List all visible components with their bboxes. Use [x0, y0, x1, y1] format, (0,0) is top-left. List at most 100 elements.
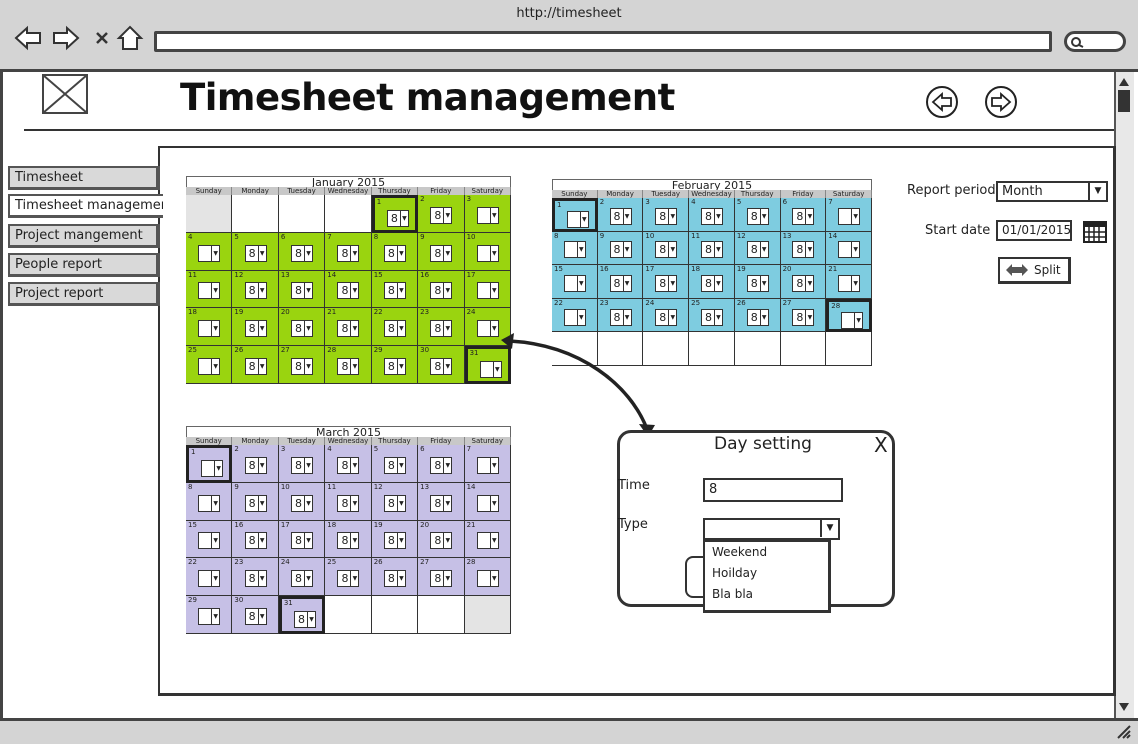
- calendar-day-cell[interactable]: 30 8 ▼: [418, 346, 465, 384]
- hours-dropdown[interactable]: ▼: [476, 456, 499, 474]
- hours-dropdown[interactable]: 8 ▼: [430, 570, 453, 588]
- hours-dropdown[interactable]: 8 ▼: [337, 320, 360, 338]
- type-option-bla-bla[interactable]: Bla bla: [712, 587, 754, 601]
- calendar-day-cell[interactable]: 24 8 ▼: [278, 558, 326, 597]
- hours-dropdown[interactable]: 8 ▼: [383, 532, 406, 550]
- hours-dropdown[interactable]: ▼: [201, 459, 224, 477]
- calendar-day-cell[interactable]: 6 8 ▼: [780, 198, 827, 232]
- sidebar-item-timesheet-management[interactable]: Timesheet management: [8, 194, 163, 218]
- hours-dropdown[interactable]: 8 ▼: [337, 570, 360, 588]
- hours-dropdown[interactable]: 8 ▼: [337, 456, 360, 474]
- hours-dropdown[interactable]: ▼: [841, 311, 864, 329]
- hours-dropdown[interactable]: 8 ▼: [655, 308, 678, 326]
- hours-dropdown[interactable]: 8 ▼: [291, 320, 314, 338]
- hours-dropdown[interactable]: 8 ▼: [291, 358, 314, 376]
- calendar-day-cell[interactable]: 10 8 ▼: [643, 231, 690, 266]
- calendar-day-cell[interactable]: 14 ▼: [826, 231, 872, 266]
- hours-dropdown[interactable]: 8 ▼: [244, 608, 267, 626]
- calendar-day-cell[interactable]: 21 ▼: [464, 520, 511, 559]
- calendar-day-cell[interactable]: 12 8 ▼: [371, 482, 419, 521]
- calendar-day-cell[interactable]: 5 8 ▼: [734, 198, 781, 232]
- hours-dropdown[interactable]: 8 ▼: [337, 494, 360, 512]
- calendar-day-cell[interactable]: 18 8 ▼: [689, 265, 735, 299]
- calendar-day-cell[interactable]: 17 ▼: [464, 270, 511, 309]
- hours-dropdown[interactable]: ▼: [476, 282, 499, 300]
- calendar-day-cell[interactable]: 6 8 ▼: [418, 445, 465, 483]
- hours-dropdown[interactable]: 8 ▼: [337, 244, 360, 262]
- calendar-day-cell[interactable]: 22 8 ▼: [371, 308, 419, 347]
- calendar-picker-icon[interactable]: [1083, 220, 1107, 244]
- hours-dropdown[interactable]: 8 ▼: [430, 320, 453, 338]
- hours-dropdown[interactable]: 8 ▼: [430, 358, 453, 376]
- calendar-day-cell[interactable]: 1 ▼: [186, 445, 233, 483]
- hours-dropdown[interactable]: ▼: [838, 207, 861, 225]
- hours-dropdown[interactable]: 8 ▼: [337, 358, 360, 376]
- calendar-day-cell[interactable]: 26 8 ▼: [734, 298, 781, 333]
- hours-dropdown[interactable]: 8 ▼: [655, 274, 678, 292]
- calendar-day-cell[interactable]: 11 8 ▼: [689, 231, 735, 266]
- hours-dropdown[interactable]: ▼: [476, 320, 499, 338]
- calendar-day-cell[interactable]: 23 8 ▼: [232, 558, 279, 597]
- hours-dropdown[interactable]: ▼: [838, 241, 861, 259]
- hours-dropdown[interactable]: ▼: [198, 320, 221, 338]
- calendar-day-cell[interactable]: 3 ▼: [464, 195, 511, 233]
- scroll-down-arrow-icon[interactable]: [1118, 702, 1130, 712]
- hours-dropdown[interactable]: 8 ▼: [383, 358, 406, 376]
- hours-dropdown[interactable]: ▼: [479, 361, 502, 379]
- sidebar-item-timesheet[interactable]: Timesheet: [8, 166, 160, 190]
- calendar-day-cell[interactable]: 5 8 ▼: [371, 445, 419, 483]
- calendar-day-cell[interactable]: 20 8 ▼: [418, 520, 465, 559]
- calendar-day-cell[interactable]: 23 8 ▼: [597, 298, 644, 333]
- calendar-day-cell[interactable]: 22 ▼: [186, 558, 233, 597]
- hours-dropdown[interactable]: 8 ▼: [244, 358, 267, 376]
- hours-dropdown[interactable]: 8 ▼: [609, 308, 632, 326]
- calendar-day-cell[interactable]: 8 8 ▼: [371, 232, 419, 271]
- forward-arrow-icon[interactable]: [52, 24, 80, 52]
- vertical-scrollbar[interactable]: [1114, 72, 1134, 720]
- scroll-up-arrow-icon[interactable]: [1118, 77, 1130, 87]
- calendar-day-cell[interactable]: 12 8 ▼: [232, 270, 279, 309]
- hours-dropdown[interactable]: 8 ▼: [383, 456, 406, 474]
- close-icon[interactable]: X: [874, 433, 888, 457]
- calendar-day-cell[interactable]: 15 ▼: [552, 265, 598, 299]
- calendar-day-cell[interactable]: 16 8 ▼: [232, 520, 279, 559]
- calendar-day-cell[interactable]: 17 8 ▼: [278, 520, 326, 559]
- hours-dropdown[interactable]: ▼: [476, 532, 499, 550]
- calendar-day-cell[interactable]: 3 8 ▼: [278, 445, 326, 483]
- time-input[interactable]: 8: [703, 478, 843, 502]
- hours-dropdown[interactable]: 8 ▼: [383, 494, 406, 512]
- hours-dropdown[interactable]: 8 ▼: [291, 532, 314, 550]
- calendar-day-cell[interactable]: 27 8 ▼: [418, 558, 465, 597]
- hours-dropdown[interactable]: 8 ▼: [244, 282, 267, 300]
- hours-dropdown[interactable]: 8 ▼: [291, 282, 314, 300]
- calendar-day-cell[interactable]: 9 8 ▼: [597, 231, 644, 266]
- calendar-day-cell[interactable]: 29 ▼: [186, 596, 233, 634]
- calendar-day-cell[interactable]: 20 8 ▼: [278, 308, 326, 347]
- calendar-day-cell[interactable]: 20 8 ▼: [780, 265, 827, 299]
- hours-dropdown[interactable]: ▼: [476, 206, 499, 224]
- calendar-day-cell[interactable]: 15 ▼: [186, 520, 233, 559]
- calendar-day-cell[interactable]: 31 8 ▼: [278, 596, 326, 634]
- search-field[interactable]: [1064, 31, 1126, 52]
- hours-dropdown[interactable]: 8 ▼: [383, 570, 406, 588]
- calendar-day-cell[interactable]: 26 8 ▼: [371, 558, 419, 597]
- hours-dropdown[interactable]: 8 ▼: [294, 611, 317, 629]
- hours-dropdown[interactable]: 8 ▼: [746, 207, 769, 225]
- horizontal-scrollbar[interactable]: [0, 718, 1138, 744]
- hours-dropdown[interactable]: ▼: [563, 241, 586, 259]
- hours-dropdown[interactable]: 8 ▼: [244, 570, 267, 588]
- calendar-day-cell[interactable]: 14 8 ▼: [325, 270, 372, 309]
- hours-dropdown[interactable]: ▼: [476, 494, 499, 512]
- sidebar-item-people-report[interactable]: People report: [8, 253, 160, 277]
- hours-dropdown[interactable]: 8 ▼: [386, 209, 409, 227]
- hours-dropdown[interactable]: 8 ▼: [609, 207, 632, 225]
- hours-dropdown[interactable]: 8 ▼: [430, 494, 453, 512]
- calendar-day-cell[interactable]: 18 8 ▼: [325, 520, 372, 559]
- calendar-day-cell[interactable]: 30 8 ▼: [232, 596, 279, 634]
- hours-dropdown[interactable]: 8 ▼: [244, 320, 267, 338]
- type-option-hoilday[interactable]: Hoilday: [712, 566, 758, 580]
- hours-dropdown[interactable]: 8 ▼: [291, 570, 314, 588]
- hours-dropdown[interactable]: 8 ▼: [792, 308, 815, 326]
